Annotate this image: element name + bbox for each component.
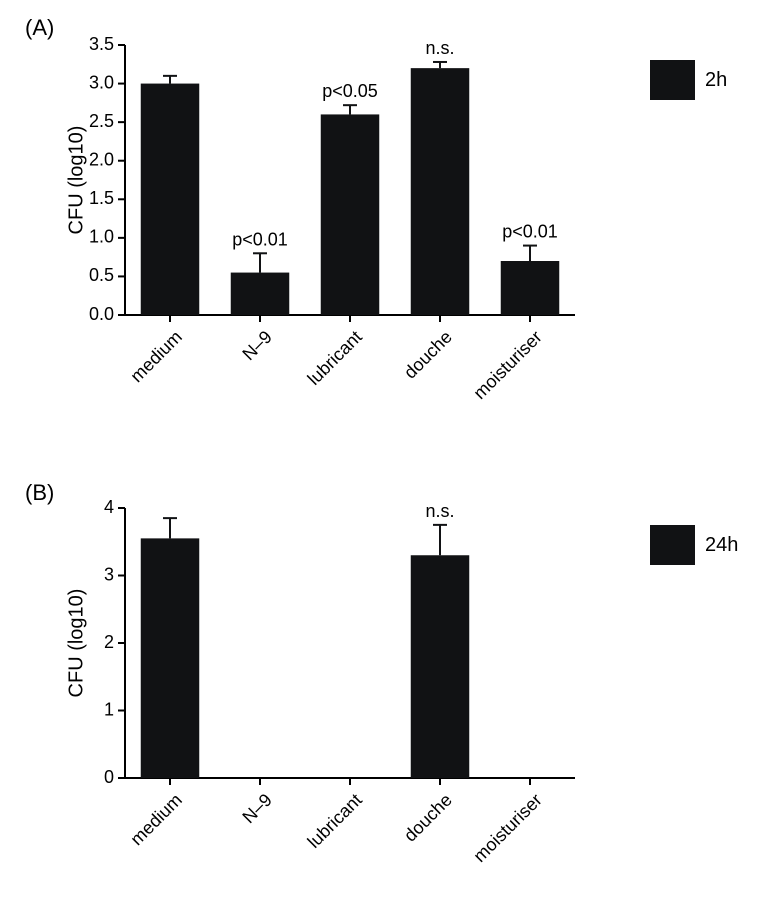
svg-text:medium: medium [126, 790, 185, 849]
svg-text:p<0.01: p<0.01 [232, 229, 288, 249]
svg-text:p<0.01: p<0.01 [502, 222, 558, 242]
svg-text:n.s.: n.s. [425, 38, 454, 58]
svg-text:1.5: 1.5 [89, 188, 114, 208]
svg-text:CFU (log10): CFU (log10) [65, 126, 87, 235]
bar [141, 538, 200, 778]
svg-text:0: 0 [104, 767, 114, 787]
legend-text-b: 24h [705, 534, 738, 557]
svg-text:moisturiser: moisturiser [469, 327, 545, 403]
svg-text:0.5: 0.5 [89, 265, 114, 285]
svg-text:n.s.: n.s. [425, 501, 454, 521]
legend-swatch-a [650, 60, 695, 100]
svg-text:4: 4 [104, 497, 114, 517]
svg-text:douche: douche [400, 327, 456, 383]
svg-text:2.5: 2.5 [89, 111, 114, 131]
panel-label-a: (A) [25, 15, 54, 41]
svg-text:0.0: 0.0 [89, 304, 114, 324]
svg-text:N–9: N–9 [238, 327, 275, 364]
svg-text:2: 2 [104, 632, 114, 652]
legend-a: 2h [650, 60, 727, 100]
chart-panel-a: 0.0 0.5 1.0 1.5 2.0 2.5 3.0 3.5 CFU (log10) mediu… [60, 15, 585, 430]
svg-text:3.5: 3.5 [89, 34, 114, 54]
svg-text:1.0: 1.0 [89, 227, 114, 247]
svg-text:3.0: 3.0 [89, 72, 114, 92]
chart-panel-b: 0 1 2 3 4 CFU (log10) medium N–9 lubricant douche… [60, 478, 585, 893]
panel-label-b: (B) [25, 480, 54, 506]
svg-text:3: 3 [104, 564, 114, 584]
svg-text:p<0.05: p<0.05 [322, 81, 378, 101]
bar [411, 68, 470, 315]
bar [141, 84, 200, 315]
svg-text:1: 1 [104, 699, 114, 719]
svg-text:lubricant: lubricant [304, 327, 366, 389]
figure-page: (A) 0.0 0.5 1.0 1.5 2.0 2.5 3.0 3.5 CFU (log10) m… [0, 0, 779, 918]
svg-text:lubricant: lubricant [304, 790, 366, 852]
svg-text:douche: douche [400, 790, 456, 846]
svg-text:moisturiser: moisturiser [469, 790, 545, 866]
svg-text:medium: medium [126, 327, 185, 386]
legend-swatch-b [650, 525, 695, 565]
legend-b: 24h [650, 525, 738, 565]
bar [501, 261, 560, 315]
legend-text-a: 2h [705, 69, 727, 92]
bar [321, 114, 380, 315]
svg-text:CFU (log10): CFU (log10) [65, 589, 87, 698]
bar [231, 273, 290, 315]
svg-text:2.0: 2.0 [89, 149, 114, 169]
svg-text:N–9: N–9 [238, 790, 275, 827]
bar [411, 555, 470, 778]
